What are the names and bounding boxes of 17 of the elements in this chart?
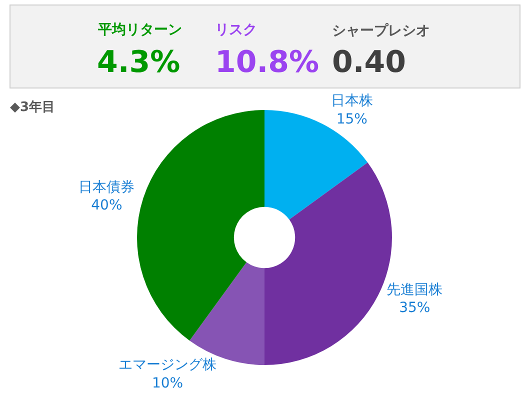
- text: リスク: [215, 22, 257, 38]
- data-label: 35%: [399, 300, 430, 316]
- slice-label: 日本債券: [78, 179, 135, 196]
- text: 4.3%: [97, 45, 180, 80]
- donut-slice: [137, 110, 264, 341]
- slice-label: 先進国株: [386, 282, 443, 298]
- donut-slice: [264, 110, 368, 220]
- data-label: 40%: [91, 198, 122, 214]
- data-label: 15%: [336, 111, 368, 128]
- text: 0.40: [332, 45, 406, 80]
- slice-label: エマージング株: [118, 357, 217, 374]
- data-label: 10%: [152, 375, 184, 392]
- slice-label: 日本株: [330, 93, 373, 110]
- text: ◆3年目: [10, 100, 56, 115]
- text: シャープレシオ: [332, 22, 430, 39]
- text: 10.8%: [215, 45, 320, 80]
- text: 平均リターン: [97, 22, 182, 38]
